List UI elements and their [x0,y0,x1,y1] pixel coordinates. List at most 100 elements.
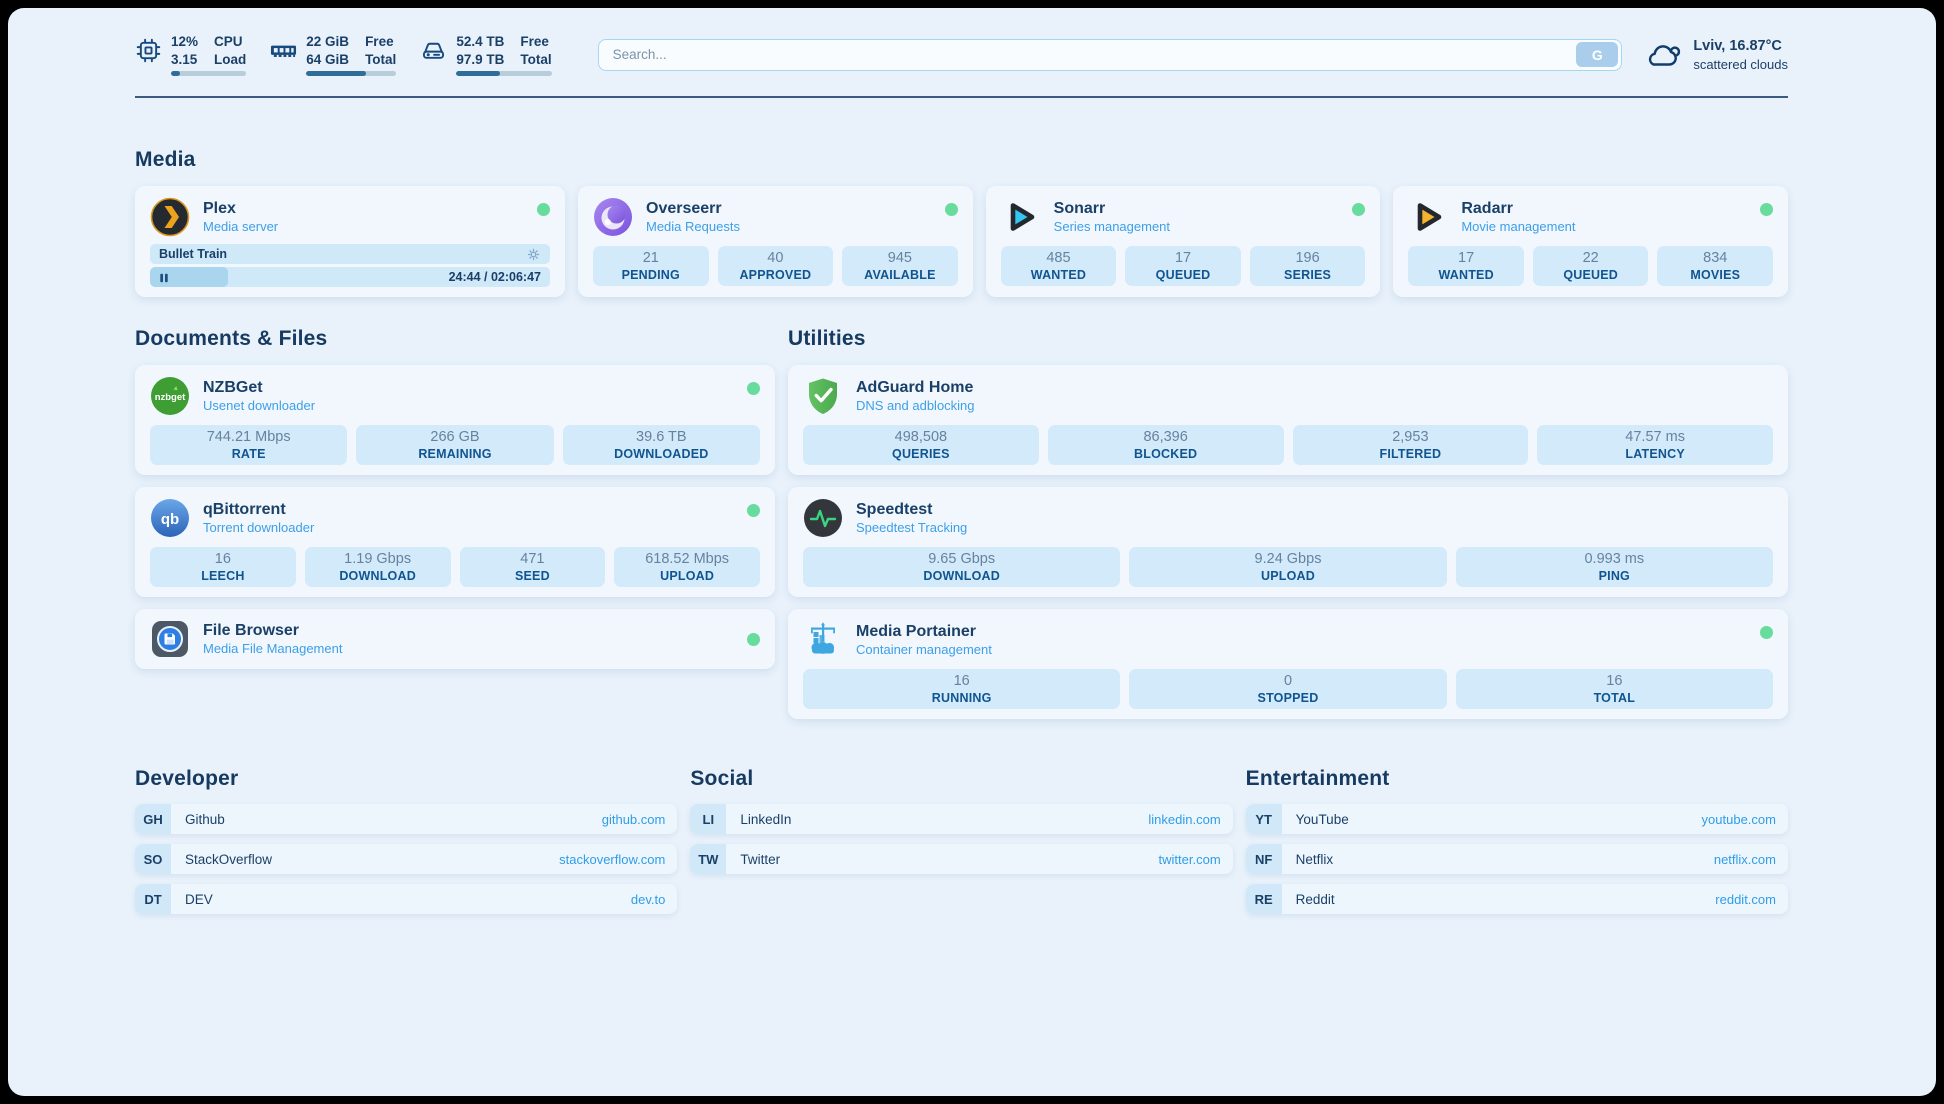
sonarr-icon [1001,197,1041,237]
card-title: NZBGet [203,379,263,397]
bookmarks-entertainment: Entertainment YT YouTube youtube.com NF … [1245,767,1788,915]
bookmark-abbr: DT [135,884,171,915]
bookmark-youtube[interactable]: YT YouTube youtube.com [1245,804,1788,835]
card-plex[interactable]: Plex Media server Bullet Train [135,186,565,298]
card-overseerr[interactable]: Overseerr Media Requests 21 PENDING 40 A… [578,186,973,298]
google-search-button[interactable]: G [1576,42,1619,68]
bookmark-stackoverflow[interactable]: SO StackOverflow stackoverflow.com [135,844,678,875]
bookmark-linkedin[interactable]: LI LinkedIn linkedin.com [690,804,1233,835]
plex-progress-bar[interactable]: 24:44 / 02:06:47 [150,267,550,288]
stat-label: PING [1598,569,1630,584]
stat-value: 40 [767,250,784,267]
stat-queued: 17 QUEUED [1125,246,1241,287]
adguard-icon [803,376,843,416]
bookmark-dev[interactable]: DT DEV dev.to [135,884,678,915]
cloud-icon [1644,40,1682,70]
disk-progress-bar [456,71,552,77]
bookmark-name: YouTube [1295,811,1349,827]
bookmark-github[interactable]: GH Github github.com [135,804,678,835]
stat-label: DOWNLOAD [339,569,416,584]
cpu-usage-label: CPU [214,34,243,49]
bookmark-url: reddit.com [1715,891,1776,907]
bookmark-url: youtube.com [1701,811,1776,827]
cpu-icon [135,37,162,64]
svg-text:nzbget: nzbget [155,392,186,403]
bookmark-url: twitter.com [1158,851,1221,867]
bookmark-name: Netflix [1295,851,1334,867]
ram-icon [270,37,297,64]
media-row: Plex Media server Bullet Train [135,186,1789,298]
stat-label: SEED [514,569,550,584]
status-dot [1760,626,1773,640]
section-heading-entertainment: Entertainment [1245,767,1390,791]
stat-value: 945 [887,250,912,267]
card-subtitle: Series management [1053,219,1171,235]
card-speedtest[interactable]: Speedtest Speedtest Tracking 9.65 Gbps D… [788,487,1788,598]
stat-value: 2,953 [1392,429,1429,446]
stat-value: 9.24 Gbps [1254,551,1322,568]
stat-upload: 9.24 Gbps UPLOAD [1129,547,1447,588]
stat-total: 16 TOTAL [1455,669,1773,710]
stat-value: 485 [1046,250,1071,267]
bookmark-name: DEV [185,891,213,907]
gear-icon[interactable] [526,247,541,262]
stat-label: REMAINING [418,447,492,462]
search-input[interactable] [612,47,1577,63]
card-qbittorrent[interactable]: qb qBittorrent Torrent downloader [135,487,775,598]
stat-queries: 498,508 QUERIES [803,425,1039,466]
stat-wanted: 17 WANTED [1408,246,1524,287]
pause-icon [158,271,170,283]
stat-value: 834 [1703,250,1728,267]
ram-widget: 22 GiB 64 GiB Free Total [270,33,397,77]
ram-total-value: 64 GiB [306,51,350,67]
stat-label: AVAILABLE [864,268,936,283]
cpu-progress-bar [171,71,247,77]
dashboard-page: 12% 3.15 CPU Load [8,8,1936,1096]
stat-seed: 471 SEED [459,547,606,588]
bookmark-reddit[interactable]: RE Reddit reddit.com [1245,884,1788,915]
card-nzbget[interactable]: nzbget NZBGet Usenet downloader 74 [135,365,775,476]
bookmark-url: stackoverflow.com [559,851,666,867]
ram-total-label: Total [365,51,397,67]
cpu-load-label: Load [214,51,247,67]
stat-filtered: 2,953 FILTERED [1292,425,1529,466]
bookmark-netflix[interactable]: NF Netflix netflix.com [1245,844,1788,875]
stat-value: 22 [1582,250,1599,267]
card-radarr[interactable]: Radarr Movie management 17 WANTED 22 QUE… [1393,186,1789,298]
bookmark-url: github.com [601,811,666,827]
disk-free-label: Free [520,34,549,49]
stat-queued: 22 QUEUED [1532,246,1649,287]
bookmarks-social: Social LI LinkedIn linkedin.com TW Twitt… [690,767,1233,875]
status-dot [1760,203,1774,217]
stat-download: 1.19 Gbps DOWNLOAD [304,547,451,588]
stat-value: 196 [1295,250,1320,267]
stat-remaining: 266 GB REMAINING [356,425,554,466]
card-portainer[interactable]: Media Portainer Container management 16 … [788,609,1788,720]
card-filebrowser[interactable]: File Browser Media File Management [135,609,775,670]
stat-blocked: 86,396 BLOCKED [1047,425,1284,466]
card-title: File Browser [203,622,300,640]
disk-widget: 52.4 TB 97.9 TB Free Total [420,33,552,77]
bookmark-twitter[interactable]: TW Twitter twitter.com [690,844,1233,875]
card-sonarr[interactable]: Sonarr Series management 485 WANTED 17 Q… [985,186,1381,298]
card-adguard[interactable]: AdGuard Home DNS and adblocking 498,508 … [788,365,1788,476]
stat-label: MOVIES [1690,268,1741,283]
weather-location-temp: Lviv, 16.87°C [1693,37,1782,54]
stat-value: 618.52 Mbps [645,551,730,568]
stat-label: QUEUED [1563,268,1619,283]
section-heading-documents: Documents & Files [135,327,328,351]
bookmark-name: Reddit [1295,891,1335,907]
section-heading-media: Media [135,148,196,172]
stat-running: 16 RUNNING [803,669,1121,710]
disk-total-label: Total [520,51,552,67]
stat-rate: 744.21 Mbps RATE [150,425,348,466]
stat-value: 39.6 TB [636,429,687,446]
card-title: Plex [203,200,236,218]
stat-label: UPLOAD [1261,569,1315,584]
stat-leech: 16 LEECH [150,547,296,588]
bookmark-name: Github [185,811,225,827]
stat-value: 17 [1458,250,1475,267]
status-dot [747,504,760,518]
stat-upload: 618.52 Mbps UPLOAD [614,547,760,588]
ram-free-value: 22 GiB [306,34,350,49]
